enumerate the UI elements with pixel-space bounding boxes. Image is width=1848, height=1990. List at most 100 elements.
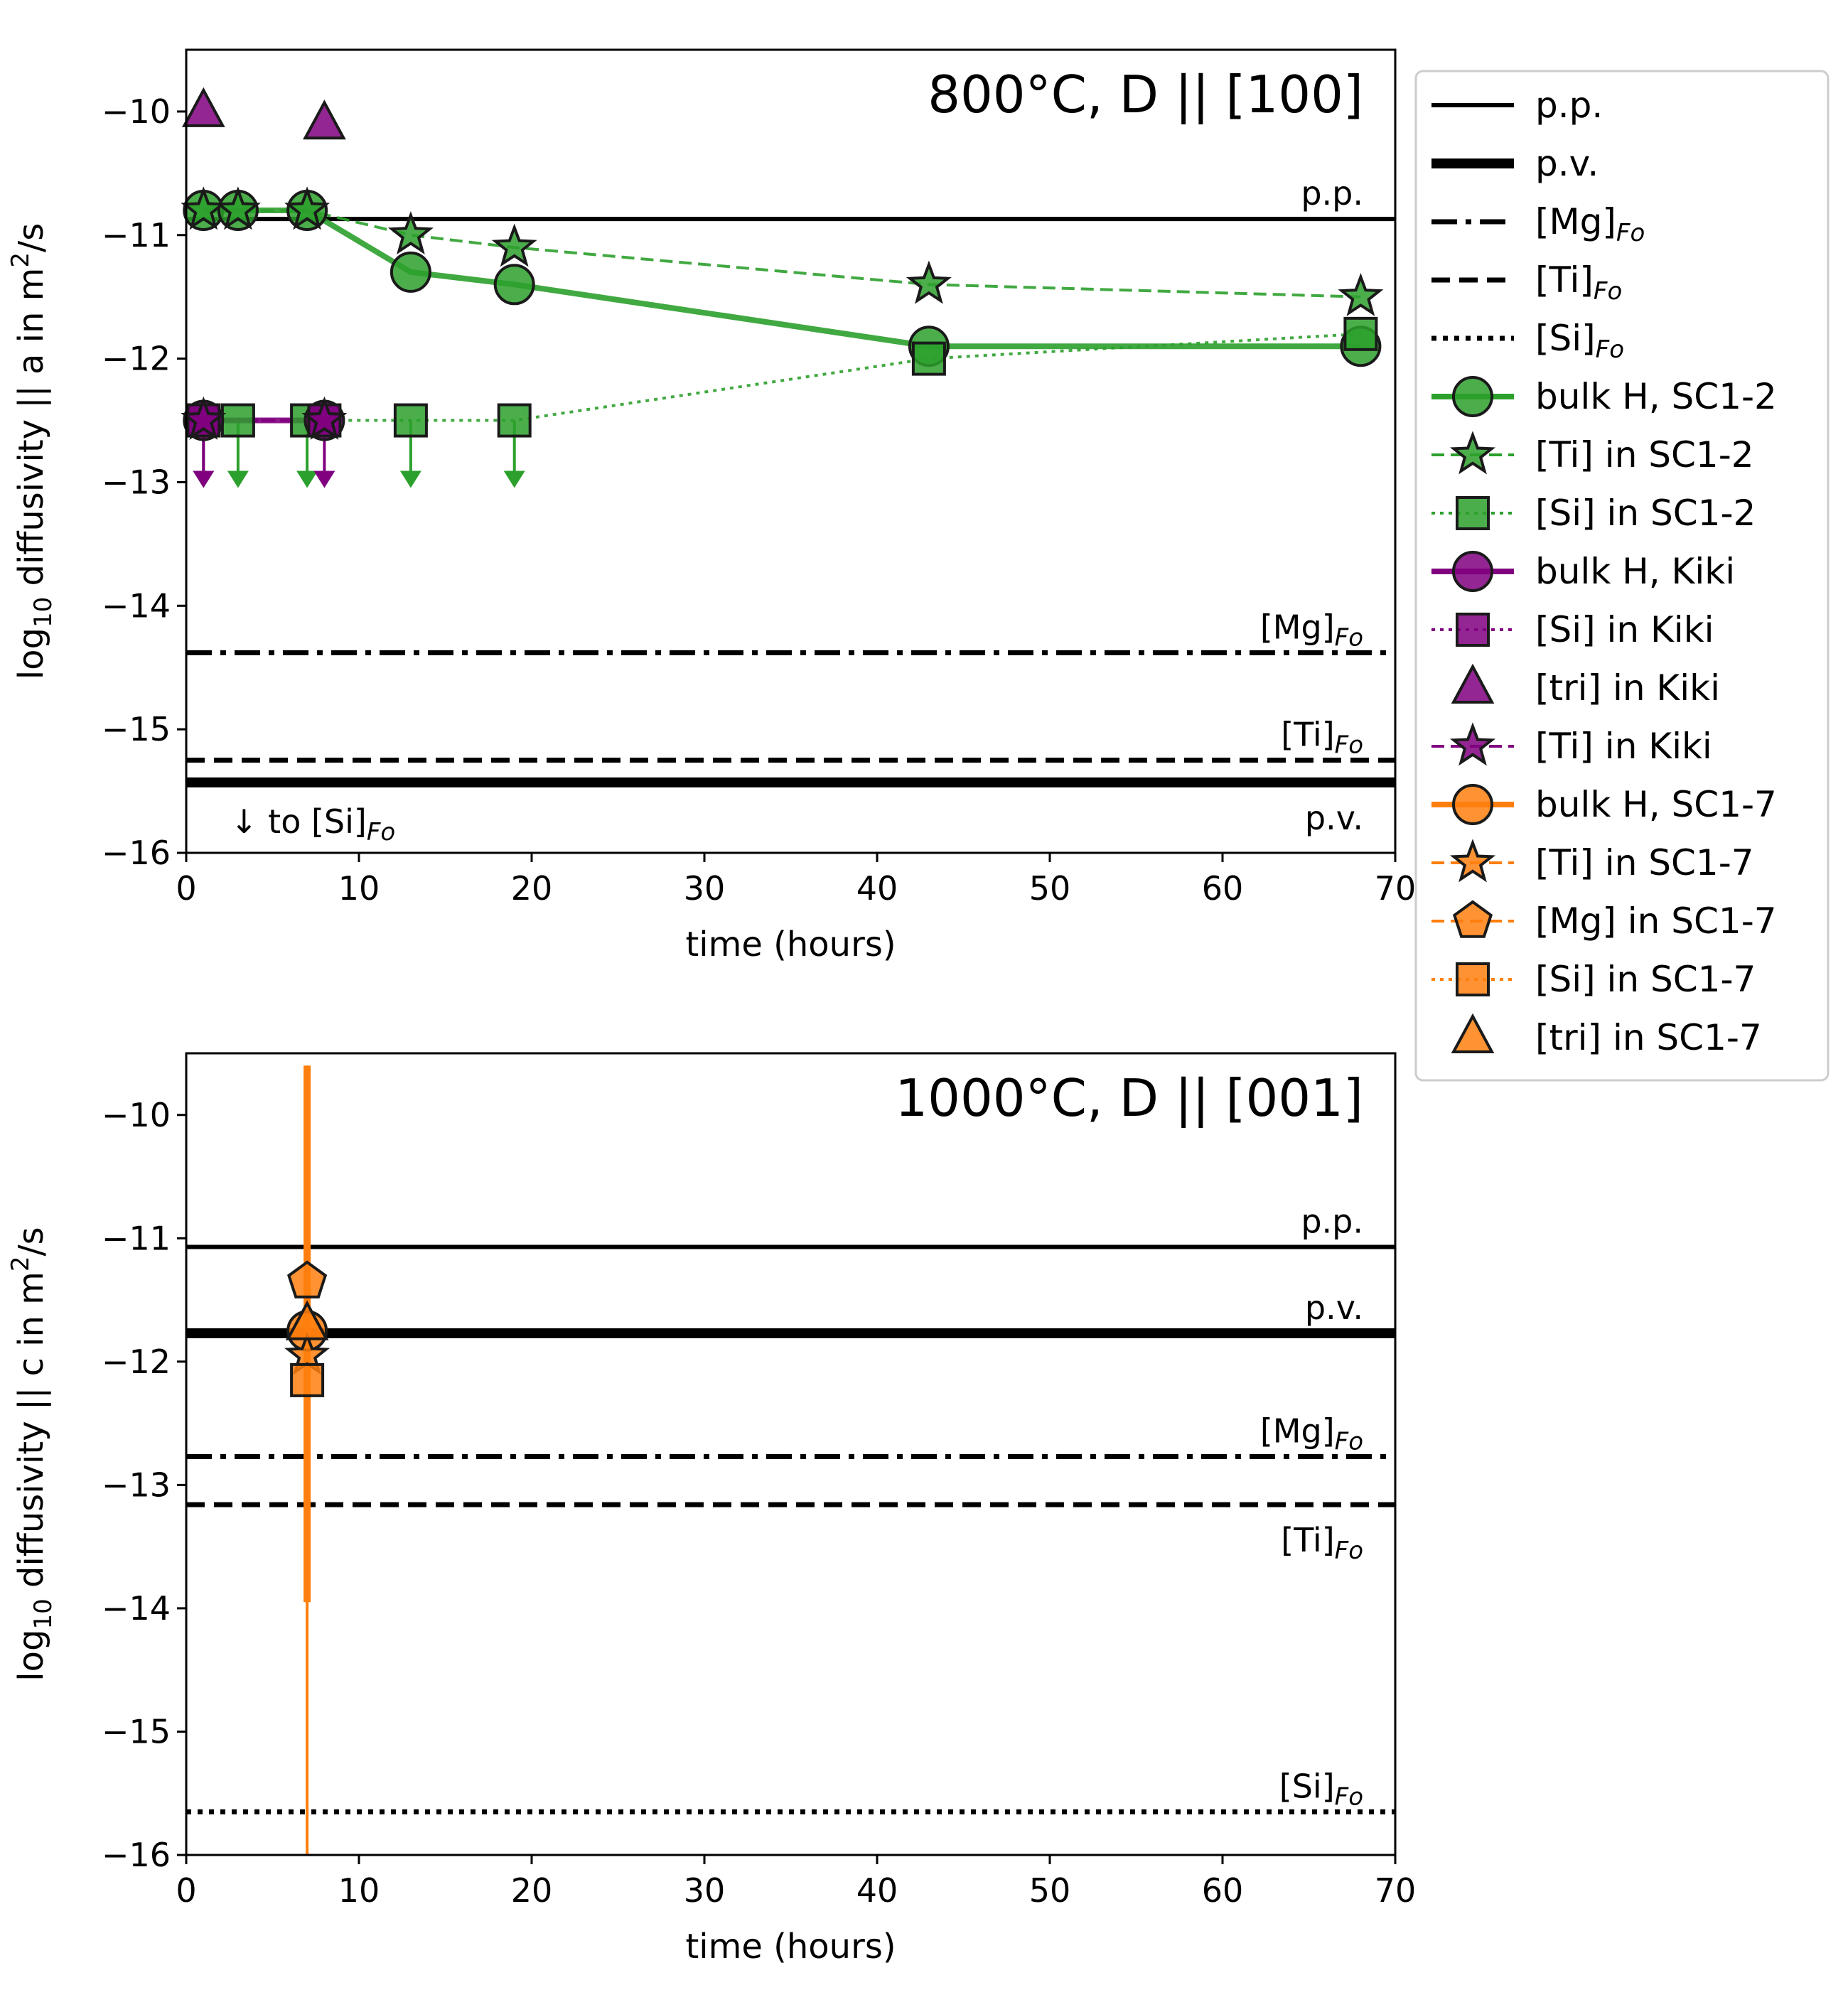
ref-label-ti-fo: [Ti]Fo <box>1281 716 1363 760</box>
y-tick-label: −12 <box>102 340 171 378</box>
legend-entry-ti-in-kiki: [Ti] in Kiki <box>1431 722 1712 767</box>
x-axis-label: time (hours) <box>685 1927 896 1967</box>
y-axis-label: log10 diffusivity || c in m2/s <box>6 1227 58 1681</box>
ref-label-p-p: p.p. <box>1301 174 1363 213</box>
legend-label: [Si] in Kiki <box>1535 609 1714 650</box>
legend-label-text: [Mg] in SC1-7 <box>1535 900 1777 942</box>
y-label-unit: /s <box>11 1227 51 1256</box>
y-tick-label: −10 <box>102 92 171 131</box>
axes-frame <box>185 48 1397 854</box>
legend-label-text: p.p. <box>1535 85 1603 126</box>
series-bulk-h-sc1-2 <box>203 208 1361 350</box>
upper-limit-arrowhead <box>193 470 215 488</box>
legend-entry-ti-in-sc1-2: [Ti] in SC1-2 <box>1431 431 1754 475</box>
marker-ti-in-kiki-0 <box>181 396 227 440</box>
ref-label-p-v: p.v. <box>1305 799 1363 837</box>
legend-entry-si-fo: [Si]Fo <box>1431 318 1624 364</box>
x-tick-label: 20 <box>511 869 553 908</box>
upper-limit-arrowhead <box>313 470 335 488</box>
legend-label: [tri] in SC1-7 <box>1535 1017 1762 1058</box>
marker-si-in-sc1-2-1 <box>220 403 255 438</box>
legend-label-sub: Fo <box>1596 335 1624 364</box>
x-tick-label: 40 <box>856 869 898 908</box>
ref-label-p-p: p.p. <box>1301 1202 1363 1240</box>
y-label-main: diffusivity || c in m <box>11 1271 51 1598</box>
legend-label: [Ti] in SC1-2 <box>1535 434 1754 475</box>
ref-label-main: [Mg] <box>1260 608 1335 646</box>
ref-label-sub: Fo <box>1335 623 1363 652</box>
x-tick-label: 20 <box>511 1871 553 1910</box>
ref-label-main: p.p. <box>1301 1202 1363 1240</box>
annotation-sub: Fo <box>367 818 395 846</box>
legend-label-text: bulk H, SC1-2 <box>1535 376 1777 417</box>
legend-label-text: [Mg] <box>1535 201 1616 242</box>
y-tick-label: −16 <box>102 834 171 872</box>
ref-label-ti-fo: [Ti]Fo <box>1281 1521 1363 1565</box>
x-tick-label: 70 <box>1375 1871 1417 1910</box>
legend-label: [Ti]Fo <box>1535 259 1622 306</box>
legend-label: [Mg] in SC1-7 <box>1535 900 1777 942</box>
y-tick-label: −13 <box>102 463 171 501</box>
y-label-main: diffusivity || a in m <box>11 268 51 597</box>
ref-label-si-fo: [Si]Fo <box>1279 1767 1363 1811</box>
markers-tri-in-kiki <box>181 87 346 140</box>
legend-label-text: [Si] <box>1535 318 1596 359</box>
marker-bulk-h-sc1-2-4 <box>493 264 535 306</box>
legend-label-sub: Fo <box>1594 277 1622 306</box>
legend-entry-tri-in-sc1-7: [tri] in SC1-7 <box>1451 1013 1762 1058</box>
x-tick-label: 70 <box>1375 869 1417 908</box>
ref-label-sub: Fo <box>1335 731 1363 760</box>
legend-label: bulk H, SC1-2 <box>1535 376 1777 417</box>
ref-label-mg-fo: [Mg]Fo <box>1260 1411 1363 1456</box>
y-tick-label: −11 <box>102 1219 171 1257</box>
panel-title: 1000°C, D || [001] <box>895 1068 1363 1129</box>
markers-ti-in-sc1-2 <box>181 186 1384 316</box>
y-tick-label: −14 <box>102 586 171 625</box>
legend-marker <box>1452 784 1493 825</box>
marker-si-in-sc1-2-4 <box>497 403 532 438</box>
legend-label-text: bulk H, Kiki <box>1535 551 1735 592</box>
legend-entry-p-v: p.v. <box>1431 143 1599 184</box>
panel-bottom: p.p.p.v.[Mg]Fo[Ti]Fo[Si]Fo0 10 20 30 40 50 60 7… <box>6 1052 1417 1967</box>
x-tick-label: 0 <box>176 1871 196 1910</box>
upper-limit-arrowhead <box>399 470 421 488</box>
upper-limit-arrowhead <box>503 470 525 488</box>
markers-si-in-sc1-7 <box>290 1362 325 1397</box>
marker-si-in-sc1-7-0 <box>290 1362 325 1397</box>
marker-bulk-h-sc1-2-3 <box>390 251 431 293</box>
marker-tri-in-kiki-1 <box>303 100 346 140</box>
series-line <box>203 208 1361 350</box>
ref-label-sub: Fo <box>1335 1427 1363 1456</box>
legend-label-text: [Ti] in Kiki <box>1535 726 1712 767</box>
legend-label-text: [Ti] in SC1-2 <box>1535 434 1754 475</box>
legend-label: p.v. <box>1535 143 1599 184</box>
legend-marker <box>1449 722 1496 766</box>
legend-label-text: [Ti] in SC1-7 <box>1535 842 1754 883</box>
legend-label-sub: Fo <box>1616 219 1645 247</box>
legend-marker <box>1449 839 1496 883</box>
y-label-exp: 2 <box>6 252 35 268</box>
plot-area <box>186 1065 1395 1855</box>
legend-label: [tri] in Kiki <box>1535 667 1720 709</box>
axes-frame <box>185 1052 1397 1856</box>
marker-mg-in-sc1-7-0 <box>287 1260 328 1298</box>
legend-entry-si-in-sc1-7: [Si] in SC1-7 <box>1431 959 1756 1000</box>
legend-entry-ti-fo: [Ti]Fo <box>1431 259 1622 306</box>
ref-label-main: [Ti] <box>1281 1521 1334 1559</box>
annotation-arrow: ↓ <box>230 802 268 841</box>
y-tick-label: −14 <box>102 1589 171 1628</box>
ref-label-main: [Mg] <box>1260 1411 1335 1450</box>
legend-marker <box>1449 431 1496 475</box>
y-tick-label: −15 <box>102 710 171 748</box>
plot-area <box>186 208 1395 787</box>
legend-label-text: [tri] in Kiki <box>1535 667 1720 709</box>
markers-tri-in-sc1-7 <box>285 1300 329 1340</box>
y-axis-label: log10 diffusivity || a in m2/s <box>6 223 58 679</box>
ref-label-sub: Fo <box>1335 1537 1363 1565</box>
y-label-unit: /s <box>11 223 51 252</box>
annotation-text: ↓ to [Si]Fo <box>230 802 395 846</box>
legend-label-text: [tri] in SC1-7 <box>1535 1017 1762 1058</box>
series-si-in-sc1-2 <box>193 332 1361 488</box>
marker-ti-in-sc1-2-4 <box>491 223 537 267</box>
